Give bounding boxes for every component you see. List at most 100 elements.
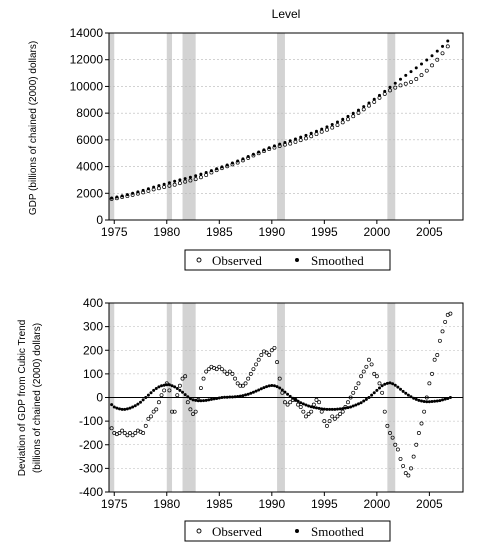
smoothed-point xyxy=(370,393,374,397)
observed-point xyxy=(445,44,450,49)
smoothed-point xyxy=(406,393,410,397)
smoothed-point xyxy=(377,93,381,97)
smoothed-point xyxy=(380,384,384,388)
smoothed-point xyxy=(196,399,200,403)
y-tick-label: -100 xyxy=(79,414,103,428)
deviation-chart: Deviation of GDP from Cubic Trend (billi… xyxy=(17,296,464,511)
observed-point xyxy=(159,393,164,398)
x-tick-label: 1995 xyxy=(311,497,338,511)
smoothed-series xyxy=(110,39,450,200)
observed-point xyxy=(222,369,227,374)
legend-observed-label: Observed xyxy=(212,524,262,539)
observed-point xyxy=(133,430,138,435)
observed-point xyxy=(369,362,374,367)
observed-point xyxy=(435,57,440,62)
smoothed-point xyxy=(414,66,418,70)
y-tick-label: 6000 xyxy=(76,133,103,147)
observed-point xyxy=(440,329,445,334)
smoothed-point xyxy=(115,195,119,199)
observed-point xyxy=(219,367,224,372)
observed-point xyxy=(385,423,390,428)
smoothed-point xyxy=(131,191,135,195)
smoothed-point xyxy=(257,150,261,154)
smoothed-point xyxy=(388,85,392,89)
observed-point xyxy=(175,393,180,398)
observed-point xyxy=(311,402,316,407)
observed-point xyxy=(269,348,274,353)
smoothed-point xyxy=(314,129,318,133)
smoothed-point xyxy=(341,117,345,121)
smoothed-point xyxy=(283,390,287,394)
x-tick-label: 1990 xyxy=(258,225,285,239)
observed-point xyxy=(374,374,379,379)
observed-point xyxy=(180,376,185,381)
smoothed-point xyxy=(435,49,439,53)
observed-point xyxy=(206,367,211,372)
observed-point xyxy=(243,381,248,386)
observed-point xyxy=(393,85,398,90)
smoothed-point xyxy=(262,386,266,390)
y-tick-label: 300 xyxy=(83,320,103,334)
smoothed-point xyxy=(391,382,395,386)
smoothed-point xyxy=(409,70,413,74)
y-tick-label: 0 xyxy=(96,213,103,227)
observed-point xyxy=(419,73,424,78)
smoothed-point xyxy=(283,141,287,145)
observed-point xyxy=(422,409,427,414)
observed-point xyxy=(309,134,314,139)
observed-point xyxy=(398,83,403,88)
observed-point xyxy=(367,103,371,108)
y-tick-label: -400 xyxy=(79,485,103,499)
smoothed-point xyxy=(288,139,292,143)
smoothed-point xyxy=(241,394,245,398)
smoothed-point xyxy=(335,407,339,411)
x-tick-label: 1995 xyxy=(311,225,338,239)
y-tick-label: -200 xyxy=(79,438,103,452)
smoothed-point xyxy=(393,383,397,387)
smoothed-point xyxy=(225,395,229,399)
smoothed-point xyxy=(338,407,342,411)
smoothed-point xyxy=(236,159,240,163)
observed-point xyxy=(403,81,408,86)
smoothed-point xyxy=(341,407,345,411)
smoothed-point xyxy=(270,383,274,387)
smoothed-point xyxy=(118,407,122,411)
smoothed-point xyxy=(320,407,324,411)
observed-point xyxy=(353,386,358,390)
y-tick-labels: 0 2000 4000 6000 8000 10000 12000 14000 xyxy=(70,26,109,227)
smoothed-point xyxy=(125,407,129,411)
smoothed-point xyxy=(446,396,450,400)
smoothed-point xyxy=(194,398,198,402)
smoothed-point xyxy=(396,385,400,389)
observed-point xyxy=(398,456,403,461)
observed-point xyxy=(437,338,442,343)
observed-point xyxy=(248,371,253,376)
smoothed-point xyxy=(131,405,135,409)
smoothed-point xyxy=(299,135,303,139)
smoothed-point xyxy=(333,407,337,411)
legend-smoothed-marker xyxy=(295,529,299,533)
level-chart: Level GDP (billions of chained (2000) do… xyxy=(28,7,464,239)
observed-point xyxy=(264,350,269,355)
observed-point xyxy=(319,409,324,414)
smoothed-point xyxy=(448,396,452,399)
observed-point xyxy=(143,423,148,428)
smoothed-point xyxy=(307,404,311,408)
smoothed-point xyxy=(291,396,295,400)
smoothed-point xyxy=(139,400,143,404)
x-tick-label: 1990 xyxy=(258,497,285,511)
smoothed-point xyxy=(238,394,242,398)
smoothed-point xyxy=(236,395,240,399)
smoothed-point xyxy=(144,396,148,399)
smoothed-point xyxy=(136,402,140,406)
observed-point xyxy=(285,402,290,407)
y-tick-labels: -400 -300 -200 -100 0 100 200 300 400 xyxy=(79,296,109,499)
smoothed-point xyxy=(343,406,347,410)
smoothed-point xyxy=(354,403,358,407)
smoothed-point xyxy=(209,169,213,173)
smoothed-point xyxy=(149,391,153,395)
smoothed-point xyxy=(330,122,334,126)
smoothed-point xyxy=(372,97,376,101)
smoothed-point xyxy=(162,383,166,387)
smoothed-point xyxy=(230,395,234,399)
